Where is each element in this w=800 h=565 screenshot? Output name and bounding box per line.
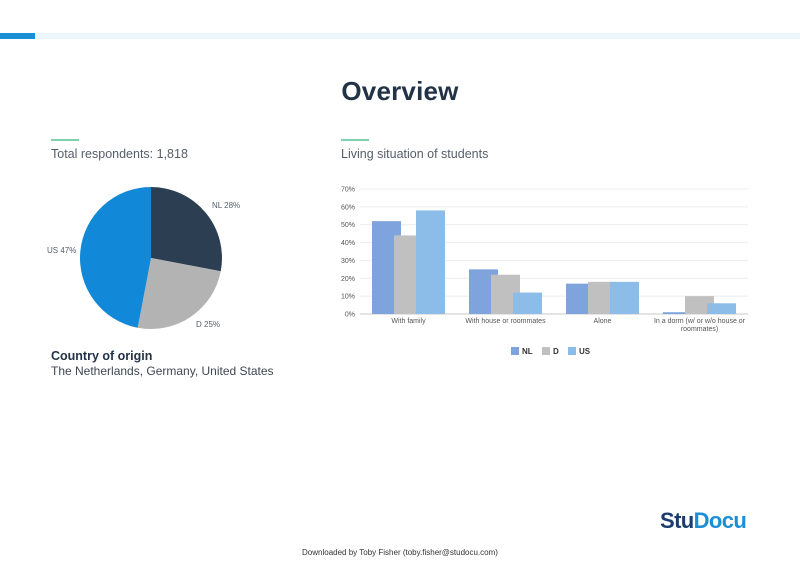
legend-swatch-us (568, 347, 576, 355)
pie-label-us: US 47% (47, 246, 77, 255)
living-heading: Living situation of students (341, 147, 489, 161)
legend-label-us: US (579, 347, 591, 356)
legend-swatch-nl (511, 347, 519, 355)
download-footer: Downloaded by Toby Fisher (toby.fisher@s… (302, 548, 498, 557)
country-title: Country of origin (51, 349, 153, 363)
studocu-logo: StuDocu (660, 508, 747, 534)
x-tick-label: Alone (594, 318, 612, 325)
logo-part-stu: Stu (660, 508, 694, 533)
bar-svg: 0% 10% 20% 30% 40% 50% 60% 70% With family With h… (341, 187, 748, 356)
bar-us (707, 303, 736, 314)
x-tick-label: With family (391, 318, 426, 325)
legend-label-nl: NL (522, 347, 533, 356)
logo-part-docu: Docu (693, 508, 747, 533)
page-title: Overview (341, 76, 459, 106)
x-tick-label: With house or roommates (465, 318, 546, 325)
respondents-accent-line (51, 139, 79, 141)
pie-svg (79, 187, 222, 329)
y-tick-label: 40% (341, 240, 355, 247)
pie-slice-us (79, 187, 151, 328)
y-tick-label: 60% (341, 204, 355, 211)
y-tick-label: 20% (341, 276, 355, 283)
y-tick-label: 50% (341, 222, 355, 229)
bar-nl (663, 312, 692, 314)
legend-label-d: D (553, 347, 559, 356)
legend-swatch-d (542, 347, 550, 355)
living-accent-line (341, 139, 369, 141)
y-tick-label: 0% (345, 312, 355, 319)
pie-label-d: D 25% (196, 320, 221, 329)
pie-slice-nl (151, 187, 222, 272)
y-tick-label: 30% (341, 258, 355, 265)
bar-us (513, 292, 542, 314)
top-bar (0, 33, 800, 39)
respondents-heading: Total respondents: 1,818 (51, 147, 188, 161)
y-tick-label: 10% (341, 294, 355, 301)
bar-us (610, 281, 639, 314)
bar-d (685, 296, 714, 314)
living-bar-chart: 0% 10% 20% 30% 40% 50% 60% 70% With family With h… (330, 178, 760, 368)
country-pie-chart: NL 28% D 25% US 47% (40, 175, 270, 345)
top-bar-accent (0, 33, 35, 39)
pie-label-nl: NL 28% (212, 201, 241, 210)
country-value: The Netherlands, Germany, United States (51, 364, 274, 378)
pie-slice-d (137, 258, 221, 329)
x-tick-label: In a dorm (w/ or w/o house or roommates) (654, 318, 746, 333)
bar-us (416, 210, 445, 314)
y-tick-label: 70% (341, 187, 355, 194)
